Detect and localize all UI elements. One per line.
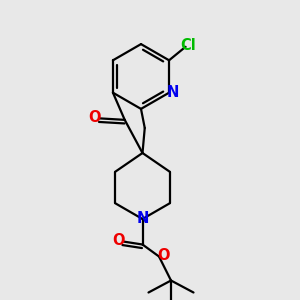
- Text: O: O: [112, 233, 124, 248]
- Text: N: N: [167, 85, 179, 100]
- Text: O: O: [88, 110, 101, 124]
- Text: N: N: [136, 211, 149, 226]
- Text: Cl: Cl: [181, 38, 196, 53]
- Text: O: O: [158, 248, 170, 263]
